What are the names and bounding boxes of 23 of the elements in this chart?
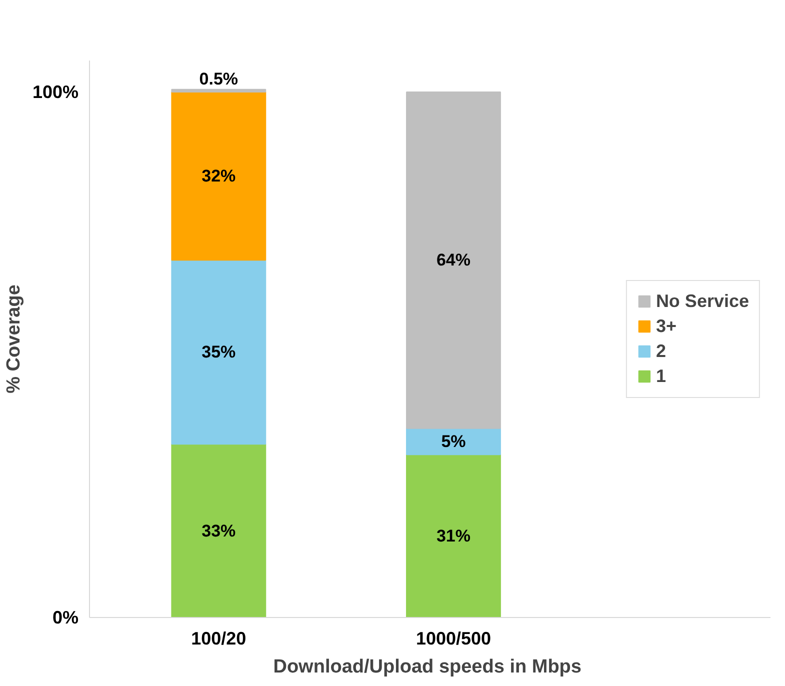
bar	[171, 88, 266, 93]
legend-label: 3+	[656, 316, 676, 336]
x-axis-title: Download/Upload speeds in Mbps	[273, 656, 582, 678]
data-label: 32%	[202, 166, 236, 186]
data-label: 5%	[441, 432, 466, 451]
y-axis-title: % Coverage	[3, 284, 24, 394]
y-tick-label: 100%	[32, 82, 79, 102]
bar	[171, 260, 266, 445]
data-label: 0.5%	[199, 69, 238, 88]
data-label: 64%	[436, 250, 470, 270]
data-label: 35%	[202, 342, 236, 362]
data-label: 31%	[436, 526, 470, 546]
bar	[406, 454, 501, 618]
data-label: 33%	[202, 521, 236, 540]
bar	[171, 444, 266, 618]
legend-label: No Service	[656, 290, 749, 312]
x-tick-label: 100/20	[191, 628, 246, 648]
bar	[171, 92, 266, 261]
legend-label: 2	[656, 340, 667, 362]
y-tick-label: 0%	[52, 608, 78, 628]
legend-label: 1	[656, 366, 667, 386]
bar	[406, 92, 501, 429]
x-tick-label: 1000/500	[416, 628, 492, 648]
